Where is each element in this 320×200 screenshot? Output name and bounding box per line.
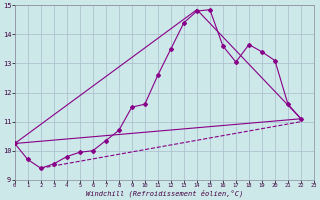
X-axis label: Windchill (Refroidissement éolien,°C): Windchill (Refroidissement éolien,°C)	[86, 190, 243, 197]
